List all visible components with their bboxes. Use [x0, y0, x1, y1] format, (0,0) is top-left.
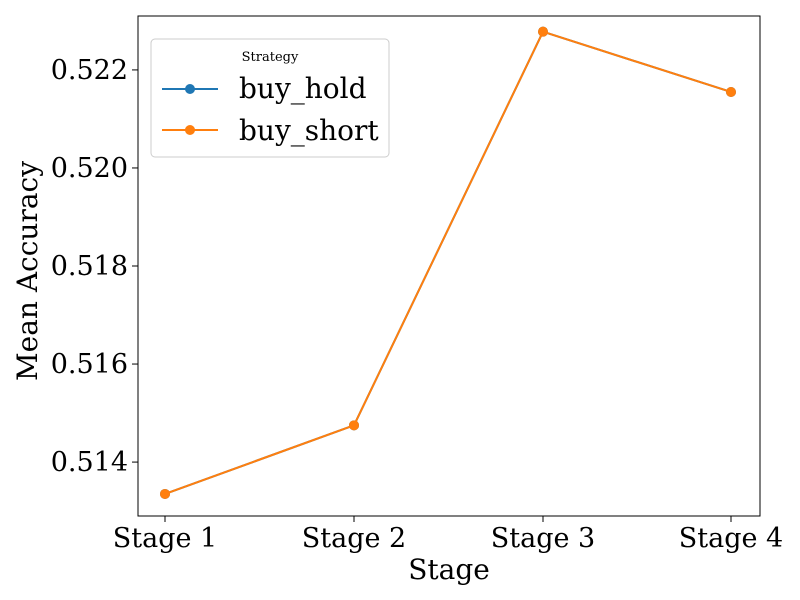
data-point [349, 420, 359, 431]
x-tick-label: Stage 1 [113, 523, 217, 554]
legend-item-buy-hold: buy_hold [162, 72, 367, 105]
y-tick-label: 0.518 [51, 251, 128, 282]
legend-item-buy-short: buy_short [162, 114, 379, 147]
x-axis-label: Stage [408, 553, 490, 586]
legend-label-buy-short: buy_short [239, 114, 379, 147]
data-point [726, 86, 736, 97]
y-axis-label: Mean Accuracy [11, 161, 44, 381]
legend-box [150, 38, 390, 158]
x-tick-label: Stage 4 [679, 523, 783, 554]
y-tick-label: 0.516 [51, 349, 128, 380]
x-tick-label: Stage 3 [491, 523, 595, 554]
x-tick-label: Stage 2 [302, 523, 406, 554]
x-axis-ticks: Stage 1 Stage 2 Stage 3 Stage 4 [113, 516, 783, 554]
data-point [538, 26, 548, 37]
legend-marker-buy-hold [185, 84, 195, 94]
y-axis-ticks: 0.514 0.516 0.518 0.520 0.522 [51, 55, 138, 478]
y-tick-label: 0.522 [51, 55, 128, 86]
series-buy-short [160, 26, 736, 499]
legend: Strategy buy_hold buy_short [150, 38, 390, 158]
legend-label-buy-hold: buy_hold [239, 72, 367, 105]
y-tick-label: 0.514 [51, 447, 128, 478]
legend-marker-buy-short [185, 125, 195, 135]
y-tick-label: 0.520 [51, 153, 128, 184]
series-line [164, 30, 732, 495]
series-layer [160, 26, 736, 499]
data-point [160, 488, 170, 499]
legend-title: Strategy [242, 50, 299, 65]
